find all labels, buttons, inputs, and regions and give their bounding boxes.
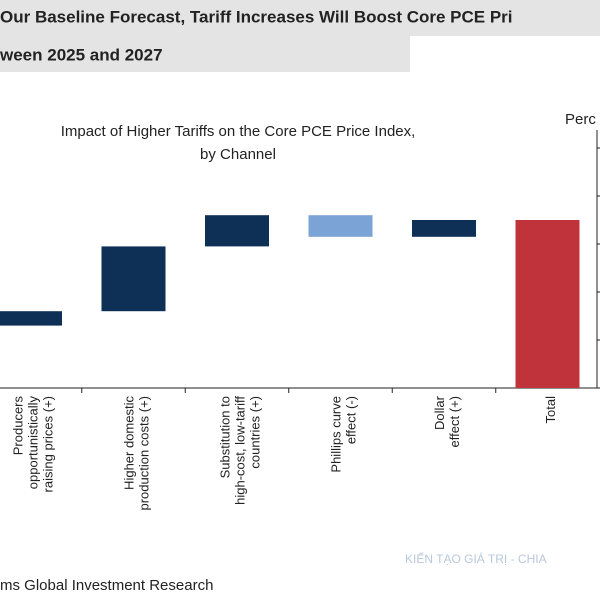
- x-tick-label: Total: [543, 396, 558, 424]
- x-tick-label: Substitution to: [217, 396, 232, 478]
- x-tick-label: Dollar: [432, 395, 447, 430]
- bar: [0, 311, 62, 326]
- watermark: KIẾN TẠO GIÁ TRỊ - CHIA: [405, 551, 547, 566]
- x-tick-label: raising prices (+): [40, 396, 55, 492]
- source-note: ms Global Investment Research: [0, 577, 213, 594]
- x-tick-label: Higher domestic: [121, 396, 136, 490]
- chart-title: ween 2025 and 2027: [0, 45, 163, 64]
- x-tick-label: countries (+): [247, 396, 262, 469]
- x-tick-label: Phillips curve: [328, 396, 343, 473]
- bar: [101, 246, 166, 312]
- title-background: [0, 0, 600, 36]
- x-tick-label: production costs (+): [136, 396, 151, 511]
- x-tick-label: high-cost, low-tariff: [232, 396, 247, 505]
- x-tick-label: opportunistically: [25, 396, 40, 490]
- y-axis-label: Perc: [565, 111, 596, 128]
- bar: [205, 215, 269, 247]
- chart-subtitle: Impact of Higher Tariffs on the Core PCE…: [61, 123, 416, 140]
- bar: [515, 220, 580, 388]
- x-tick-label: effect (-): [343, 396, 358, 444]
- x-tick-label: Producers: [10, 396, 25, 456]
- chart-subtitle: by Channel: [200, 146, 276, 163]
- bar: [412, 220, 476, 237]
- bar: [308, 215, 373, 237]
- chart-title: Our Baseline Forecast, Tariff Increases …: [0, 7, 513, 26]
- x-tick-label: effect (+): [447, 396, 462, 447]
